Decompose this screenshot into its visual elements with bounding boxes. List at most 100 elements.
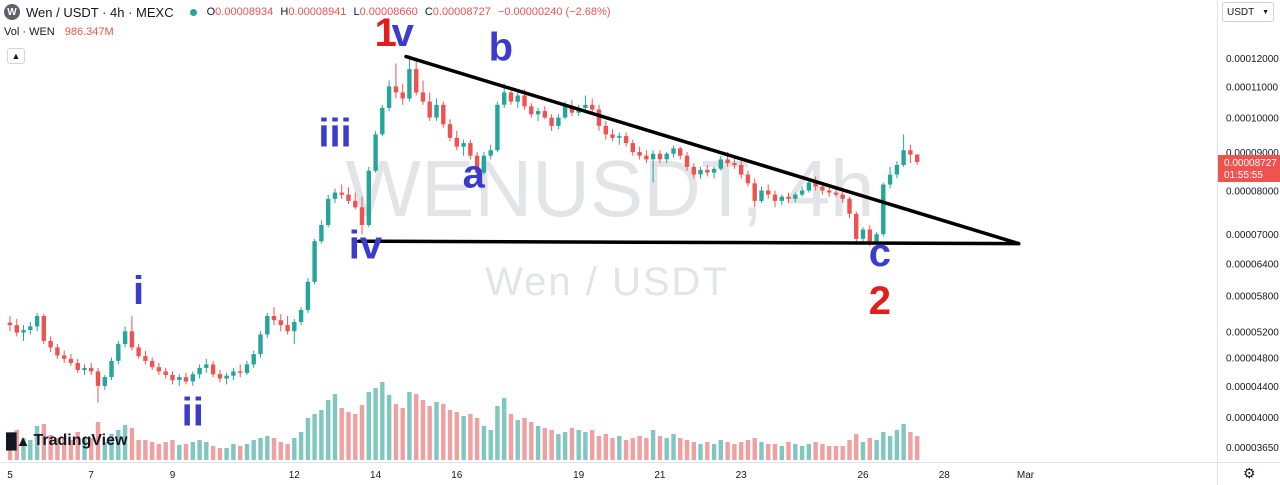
candle (847, 196, 852, 219)
wave-label: iv (349, 223, 383, 267)
volume-bar (109, 434, 114, 460)
candle (549, 114, 554, 131)
candle (183, 372, 189, 385)
candle (630, 139, 635, 156)
chevron-up-icon[interactable]: ▲ (7, 48, 25, 64)
candle (454, 130, 459, 151)
candle (62, 350, 67, 363)
candle (150, 357, 155, 370)
symbol-logo[interactable]: W (4, 4, 20, 20)
price-axis[interactable]: 0.00012000 0.00011000 0.00010000 0.00009000… (1226, 54, 1279, 454)
currency-selector[interactable]: USDT ▼ (1222, 2, 1274, 22)
volume-bar (583, 432, 588, 460)
volume-bar (136, 440, 141, 460)
volume-bar (14, 430, 19, 460)
volume-bar (678, 438, 683, 460)
trendline[interactable] (356, 239, 1021, 246)
candle (109, 357, 114, 380)
volume-bar (874, 440, 879, 460)
wave-label: v (392, 11, 415, 55)
candle (116, 340, 121, 365)
volume-bar (434, 402, 439, 460)
candle (766, 184, 771, 199)
tradingview-logo: █▲ TradingView (6, 432, 127, 450)
time-tick: 21 (654, 470, 666, 481)
candle (224, 372, 229, 385)
candle (210, 360, 216, 378)
candle (420, 80, 426, 105)
wave-label: c (869, 231, 891, 275)
candle (887, 166, 893, 189)
wave-label: a (463, 152, 486, 196)
time-tick: 26 (857, 470, 869, 481)
volume-bar (725, 442, 730, 460)
candle (650, 150, 656, 183)
volume-bar (590, 430, 595, 460)
candle (48, 336, 53, 353)
bar-countdown: 01:55:55 (1224, 170, 1263, 181)
candle (265, 313, 270, 338)
candle (671, 145, 676, 158)
candle (197, 364, 202, 379)
candle (122, 326, 128, 348)
volume-bar (867, 438, 872, 460)
candle (535, 107, 541, 121)
candle (305, 278, 311, 313)
volume-bar (62, 438, 67, 460)
volume-bar (156, 444, 162, 460)
volume-bar (447, 410, 453, 460)
candle (894, 161, 900, 179)
candle (827, 187, 832, 197)
volume-bar (718, 440, 723, 460)
candle (170, 371, 175, 385)
candle (82, 364, 87, 375)
volume-bar (34, 426, 40, 460)
candle (542, 106, 547, 120)
volume-bar (393, 404, 399, 460)
candle (623, 132, 629, 147)
candle (271, 307, 277, 326)
candle (68, 354, 74, 366)
time-axis[interactable]: 5 7 9 12 14 16 19 21 23 26 28 Mar (7, 470, 1035, 481)
volume-bar (529, 422, 534, 460)
candle (386, 80, 392, 112)
volume-bar (711, 444, 717, 460)
gear-icon[interactable]: ⚙ (1243, 465, 1256, 481)
trendline[interactable] (404, 54, 1021, 246)
volume-bar (48, 435, 53, 460)
volume-bar (68, 440, 74, 460)
volume-bar (143, 440, 148, 460)
time-tick: Mar (1017, 470, 1035, 481)
candle (772, 190, 778, 208)
volume-bar (495, 406, 500, 460)
candle (915, 154, 920, 165)
volume-bar (326, 400, 331, 460)
candle (427, 92, 432, 121)
volume-bar (454, 412, 459, 460)
volume-bar (502, 398, 507, 460)
volume-bar (610, 438, 615, 460)
candle (813, 176, 818, 191)
volume-bar (623, 440, 629, 460)
candle (373, 130, 378, 173)
candle (664, 152, 669, 164)
candle (319, 220, 324, 244)
volume-bar (332, 394, 338, 460)
trendlines[interactable] (356, 54, 1021, 246)
volume-bar (298, 432, 304, 460)
candle (28, 322, 33, 335)
candle (908, 144, 913, 164)
candle (678, 146, 683, 160)
volume-bar (89, 438, 94, 460)
candle (481, 152, 487, 175)
volume-bar (691, 442, 696, 460)
volume-bar (21, 438, 26, 460)
volume-bar (752, 438, 757, 460)
candle (583, 95, 588, 110)
symbol-title[interactable]: Wen / USDT · 4h · MEXC (26, 4, 174, 20)
volume-bar (474, 418, 480, 460)
volume-bar (28, 440, 33, 460)
change-value: −0.00000240 (−2.68%) (497, 6, 611, 18)
market-status-dot[interactable] (189, 8, 197, 16)
